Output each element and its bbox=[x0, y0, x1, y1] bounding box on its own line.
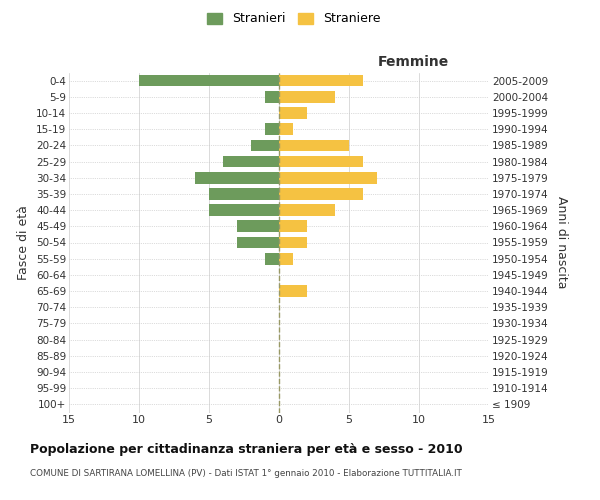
Y-axis label: Fasce di età: Fasce di età bbox=[17, 205, 31, 280]
Bar bbox=[279, 91, 335, 102]
Bar bbox=[265, 91, 279, 102]
Legend: Stranieri, Straniere: Stranieri, Straniere bbox=[203, 8, 385, 29]
Bar bbox=[209, 204, 279, 216]
Bar bbox=[279, 220, 307, 232]
Bar bbox=[279, 140, 349, 151]
Bar bbox=[279, 285, 307, 297]
Bar bbox=[279, 124, 293, 135]
Text: Popolazione per cittadinanza straniera per età e sesso - 2010: Popolazione per cittadinanza straniera p… bbox=[30, 442, 463, 456]
Bar bbox=[279, 188, 363, 200]
Bar bbox=[237, 220, 279, 232]
Y-axis label: Anni di nascita: Anni di nascita bbox=[555, 196, 568, 288]
Bar bbox=[209, 188, 279, 200]
Bar bbox=[251, 140, 279, 151]
Text: Femmine: Femmine bbox=[378, 55, 449, 69]
Bar bbox=[279, 204, 335, 216]
Bar bbox=[279, 172, 377, 184]
Bar bbox=[279, 253, 293, 264]
Bar bbox=[279, 75, 363, 86]
Bar bbox=[223, 156, 279, 168]
Bar bbox=[195, 172, 279, 184]
Bar bbox=[279, 107, 307, 119]
Bar bbox=[279, 236, 307, 248]
Bar bbox=[237, 236, 279, 248]
Bar bbox=[265, 253, 279, 264]
Bar bbox=[279, 156, 363, 168]
Bar bbox=[139, 75, 279, 86]
Text: COMUNE DI SARTIRANA LOMELLINA (PV) - Dati ISTAT 1° gennaio 2010 - Elaborazione T: COMUNE DI SARTIRANA LOMELLINA (PV) - Dat… bbox=[30, 469, 462, 478]
Bar bbox=[265, 124, 279, 135]
